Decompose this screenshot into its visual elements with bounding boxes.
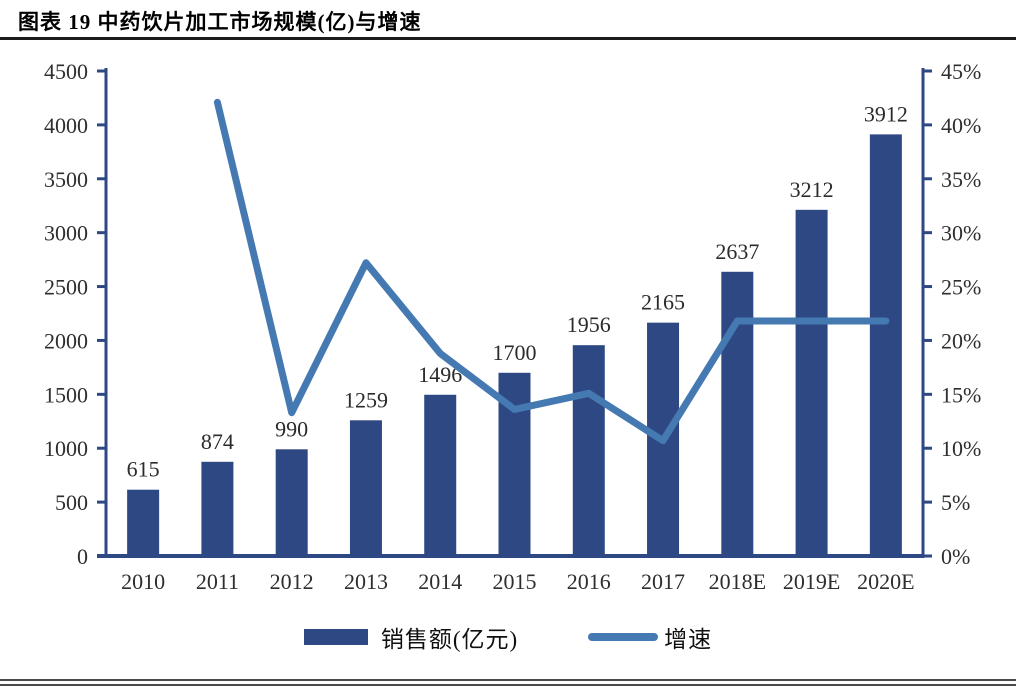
line-series-swatch xyxy=(588,633,659,641)
legend-item-sales: 销售额(亿元) xyxy=(303,620,519,654)
bar-value-label: 3912 xyxy=(864,101,908,126)
x-category-label: 2013 xyxy=(344,569,388,594)
right-tick-label: 5% xyxy=(941,490,970,515)
bar xyxy=(349,420,382,556)
right-tick-label: 30% xyxy=(941,221,981,246)
bar-value-label: 1259 xyxy=(344,387,388,412)
legend-item-growth: 增速 xyxy=(588,620,712,654)
right-tick-label: 20% xyxy=(941,328,981,353)
right-tick-label: 40% xyxy=(941,113,981,138)
bar xyxy=(127,489,160,556)
x-category-label: 2012 xyxy=(270,569,314,594)
x-category-label: 2015 xyxy=(493,569,537,594)
bar xyxy=(424,394,457,556)
left-tick-label: 2000 xyxy=(44,328,88,353)
bar-value-label: 1700 xyxy=(493,340,537,365)
right-tick-label: 0% xyxy=(941,544,970,569)
bottom-rule xyxy=(0,679,1016,686)
left-tick-label: 2500 xyxy=(44,275,88,300)
bar-value-label: 3212 xyxy=(790,177,834,202)
x-category-label: 2011 xyxy=(196,569,239,594)
chart-title: 图表 19 中药饮片加工市场规模(亿)与增速 xyxy=(18,10,422,34)
left-tick-label: 500 xyxy=(55,490,88,515)
legend: 销售额(亿元) 增速 xyxy=(0,620,1016,654)
bar-value-label: 2165 xyxy=(641,290,685,315)
bar xyxy=(795,209,828,556)
bar-series-swatch xyxy=(303,629,368,645)
legend-label-growth: 增速 xyxy=(664,627,713,652)
left-tick-label: 3500 xyxy=(44,167,88,192)
bar-value-label: 2637 xyxy=(715,239,759,264)
title-underline xyxy=(0,37,1016,40)
x-category-label: 2014 xyxy=(418,569,462,594)
bar xyxy=(275,449,308,556)
x-category-label: 2019E xyxy=(783,569,840,594)
right-tick-label: 10% xyxy=(941,436,981,461)
legend-label-sales: 销售额(亿元) xyxy=(380,627,519,652)
bar-value-label: 1956 xyxy=(567,312,611,337)
bar xyxy=(869,134,902,556)
left-tick-label: 4500 xyxy=(44,59,88,84)
x-category-label: 2018E xyxy=(709,569,766,594)
bar xyxy=(721,271,754,556)
left-tick-label: 0 xyxy=(77,544,88,569)
bar-value-label: 874 xyxy=(201,429,234,454)
bar xyxy=(572,345,605,556)
left-tick-label: 1000 xyxy=(44,436,88,461)
bar xyxy=(201,461,234,556)
bar-value-label: 990 xyxy=(275,416,308,441)
bar-value-label: 615 xyxy=(127,457,160,482)
right-tick-label: 15% xyxy=(941,382,981,407)
left-tick-label: 1500 xyxy=(44,382,88,407)
right-tick-label: 45% xyxy=(941,59,981,84)
left-tick-label: 4000 xyxy=(44,113,88,138)
growth-line xyxy=(213,98,890,445)
x-category-label: 2010 xyxy=(121,569,165,594)
left-tick-label: 3000 xyxy=(44,221,88,246)
x-category-label: 2017 xyxy=(641,569,685,594)
x-category-label: 2020E xyxy=(857,569,914,594)
right-tick-label: 35% xyxy=(941,167,981,192)
right-tick-label: 25% xyxy=(941,275,981,300)
x-category-label: 2016 xyxy=(567,569,611,594)
